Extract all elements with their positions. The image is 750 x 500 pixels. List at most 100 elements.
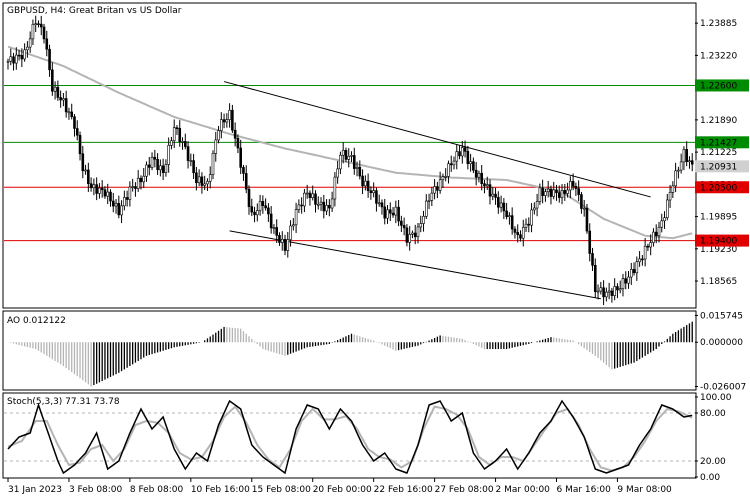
- candle-body: [12, 56, 15, 64]
- candle-body: [139, 177, 143, 183]
- candle-body: [377, 202, 381, 205]
- level-price-tag: [695, 136, 749, 149]
- price-tick-label: 1.21890: [700, 116, 737, 126]
- candle-body: [358, 166, 362, 177]
- price-tick-label: 1.19230: [700, 245, 737, 255]
- candle-body: [350, 155, 353, 157]
- candle-body: [627, 276, 630, 284]
- time-tick-label: 6 Mar 16:00: [556, 485, 611, 495]
- candle-body: [247, 188, 251, 207]
- candle-body: [283, 238, 287, 251]
- candle-body: [316, 203, 320, 206]
- candle-body: [527, 223, 531, 226]
- time-tick-label: 31 Jan 2023: [8, 485, 62, 495]
- candle-body: [513, 228, 517, 233]
- candle-body: [458, 151, 461, 157]
- candle-body: [649, 242, 652, 248]
- candle-body: [341, 150, 345, 156]
- stoch-axis: 100.00 80.00 20.00 0.00: [695, 393, 732, 483]
- candle-body: [638, 258, 641, 263]
- candle-body: [203, 183, 206, 186]
- candle-body: [660, 220, 664, 228]
- candle-body: [9, 56, 13, 62]
- candle-body: [347, 155, 351, 160]
- candle-body: [120, 205, 123, 216]
- candle-body: [300, 204, 303, 207]
- candle-body: [167, 145, 170, 165]
- candle-body: [98, 187, 101, 194]
- candle-body: [433, 186, 436, 194]
- time-axis: 31 Jan 2023 3 Feb 08:00 8 Feb 08:00 10 Feb …: [7, 478, 672, 495]
- candle-body: [289, 225, 292, 240]
- price-tick-label: 1.23220: [700, 51, 737, 61]
- candle-body: [632, 269, 636, 274]
- current-price-tag: [695, 160, 749, 173]
- candle-body: [560, 189, 564, 198]
- candle-body: [427, 200, 431, 202]
- candle-body: [688, 160, 691, 162]
- stoch-tick-label: 100.00: [700, 393, 732, 403]
- candle-body: [75, 128, 79, 136]
- candle-body: [591, 253, 594, 266]
- candle-body: [123, 197, 126, 207]
- candle-body: [569, 181, 572, 191]
- candle-body: [208, 174, 212, 182]
- candle-body: [56, 86, 60, 98]
- candle-body: [447, 163, 450, 177]
- ao-tick-label: -0.026007: [700, 382, 746, 392]
- price-channel: [223, 81, 651, 300]
- price-tick-label: 1.18565: [700, 277, 737, 287]
- level-price-label: 1.22600: [700, 81, 737, 91]
- candle-body: [325, 205, 328, 212]
- candle-body: [391, 212, 395, 216]
- candle-body: [189, 160, 193, 162]
- candle-body: [125, 197, 129, 200]
- candle-body: [89, 183, 93, 189]
- candle-body: [555, 189, 558, 194]
- candle-body: [654, 231, 658, 237]
- candle-body: [244, 173, 248, 190]
- candle-body: [677, 169, 680, 172]
- candle-body: [557, 192, 561, 198]
- candle-body: [220, 119, 223, 131]
- candle-body: [211, 153, 215, 175]
- candle-body: [311, 193, 315, 198]
- candles: [6, 15, 694, 306]
- stochastic-lines: [4, 399, 695, 475]
- candle-body: [605, 291, 608, 298]
- candle-body: [369, 190, 373, 194]
- candle-body: [438, 179, 442, 191]
- level-price-label: 1.20500: [700, 183, 737, 193]
- candle-body: [280, 238, 284, 243]
- candle-body: [242, 167, 245, 174]
- candle-body: [463, 147, 467, 152]
- candle-body: [305, 192, 309, 195]
- candle-body: [364, 180, 367, 187]
- candle-body: [502, 202, 506, 212]
- candle-body: [535, 201, 539, 209]
- candle-body: [42, 26, 46, 40]
- candle-body: [685, 149, 688, 162]
- candle-body: [336, 168, 339, 178]
- candle-body: [577, 188, 580, 195]
- candle-body: [214, 139, 218, 154]
- candle-body: [111, 200, 115, 207]
- candle-body: [533, 207, 536, 211]
- stoch-header: Stoch(5,3,3) 77.31 73.78: [7, 397, 120, 407]
- candle-body: [571, 181, 575, 187]
- candle-body: [508, 215, 511, 217]
- candle-body: [231, 109, 234, 131]
- price-tick-label: 1.23885: [700, 19, 737, 29]
- candle-body: [87, 169, 90, 184]
- candle-body: [153, 156, 157, 160]
- candle-body: [131, 186, 134, 188]
- candle-body: [286, 239, 290, 251]
- candle-body: [258, 201, 262, 211]
- level-price-tag: [695, 181, 749, 194]
- candle-body: [411, 232, 414, 235]
- candle-body: [466, 151, 470, 165]
- candle-body: [161, 165, 165, 173]
- candle-body: [256, 210, 259, 216]
